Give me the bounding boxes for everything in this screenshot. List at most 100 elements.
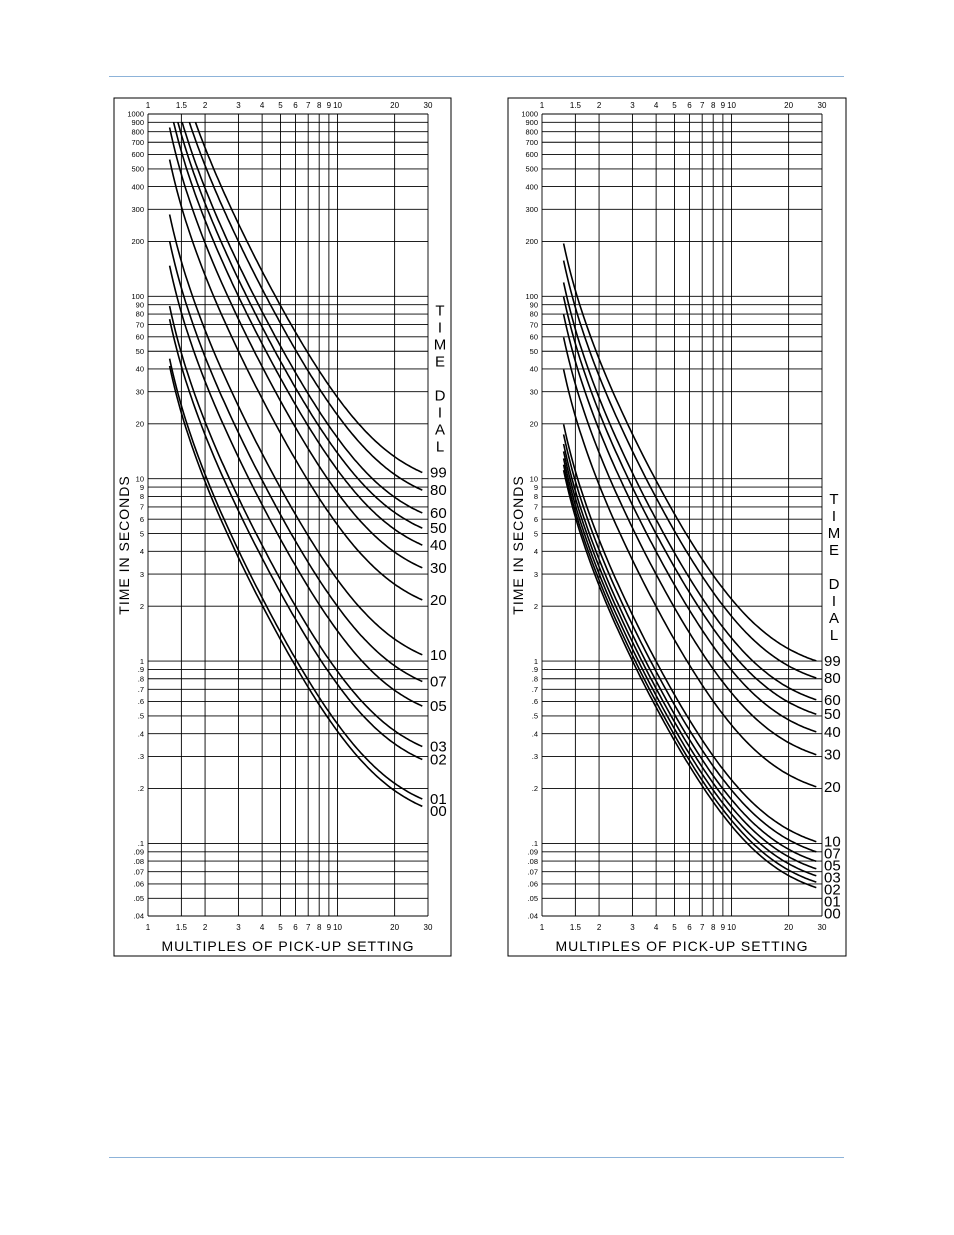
y-tick-label: 9: [534, 483, 538, 492]
y-axis-title: TIME IN SECONDS: [116, 475, 132, 614]
y-tick-label: 7: [534, 503, 538, 512]
y-tick-label: 2: [140, 602, 144, 611]
y-tick-label: 500: [525, 165, 538, 174]
series-label: 50: [824, 706, 841, 723]
series-label: 07: [824, 846, 841, 863]
footer-rule: [109, 1157, 844, 1158]
y-tick-label: 8: [534, 492, 538, 501]
y-tick-label: .5: [138, 712, 144, 721]
x-tick-label: 5: [278, 101, 283, 110]
y-tick-label: 200: [525, 237, 538, 246]
series-line-00: [168, 365, 423, 808]
x-tick-label: 20: [390, 101, 399, 110]
series-line-40: [172, 122, 423, 546]
y-tick-label: 20: [136, 420, 144, 429]
series-line-00: [562, 470, 817, 889]
y-tick-label: .3: [532, 752, 538, 761]
y-tick-label: .7: [532, 685, 538, 694]
x-tick-label: 4: [654, 101, 659, 110]
grid: [541, 113, 823, 917]
series-line-20: [168, 159, 423, 601]
series-label: 80: [824, 670, 841, 687]
y-tick-label: 500: [131, 165, 144, 174]
series-label: 30: [430, 560, 447, 577]
legend-title-letter: D: [435, 387, 446, 404]
x-tick-label: 1: [540, 923, 545, 932]
x-tick-label: 1.5: [570, 923, 582, 932]
y-tick-label: 50: [136, 347, 144, 356]
x-tick-label: 4: [260, 923, 265, 932]
x-tick-label: 8: [317, 101, 322, 110]
series-line-50: [177, 122, 423, 529]
legend-title-letter: I: [438, 404, 442, 421]
x-tick-label: 6: [293, 101, 298, 110]
x-tick-label: 9: [327, 923, 332, 932]
y-tick-label: .08: [134, 857, 144, 866]
x-tick-label: 5: [672, 101, 677, 110]
x-tick-label: 7: [306, 101, 311, 110]
y-tick-label: .8: [138, 674, 144, 683]
series-line-40: [562, 314, 817, 733]
y-tick-label: 90: [136, 300, 144, 309]
legend-title-letter: I: [832, 508, 836, 525]
y-tick-label: .9: [138, 665, 144, 674]
y-tick-label: 300: [525, 205, 538, 214]
y-tick-label: 600: [525, 150, 538, 159]
y-tick-label: 5: [534, 529, 538, 538]
series-label: 50: [430, 520, 447, 537]
series-line-01: [168, 358, 423, 800]
series-label: 10: [824, 834, 841, 851]
x-tick-label: 8: [711, 923, 716, 932]
series-label: 99: [824, 653, 841, 670]
x-tick-label: 6: [687, 923, 692, 932]
y-tick-label: 200: [131, 237, 144, 246]
y-tick-label: 8: [140, 492, 144, 501]
y-tick-label: 9: [140, 483, 144, 492]
series-label: 05: [824, 858, 841, 875]
x-tick-label: 4: [260, 101, 265, 110]
y-tick-label: .06: [528, 880, 538, 889]
x-tick-label: 7: [700, 101, 705, 110]
x-tick-label: 1.5: [176, 101, 188, 110]
y-tick-label: 7: [140, 503, 144, 512]
y-tick-label: 100: [525, 292, 538, 301]
legend-title-letter: D: [829, 576, 840, 593]
x-tick-label: 9: [721, 923, 726, 932]
x-axis-title: MULTIPLES OF PICK-UP SETTING: [555, 938, 808, 954]
x-tick-label: 30: [818, 101, 827, 110]
x-tick-label: 7: [306, 923, 311, 932]
series-line-99: [194, 122, 423, 474]
y-tick-label: .07: [134, 867, 144, 876]
y-tick-label: 80: [530, 310, 538, 319]
y-tick-label: 1: [534, 657, 538, 666]
x-tick-label: 3: [236, 101, 241, 110]
x-tick-label: 1: [146, 923, 151, 932]
series-label: 60: [824, 692, 841, 709]
chart-frame: [113, 97, 452, 957]
y-tick-label: 6: [534, 515, 538, 524]
series-line-50: [562, 296, 817, 715]
y-tick-label: 800: [131, 127, 144, 136]
x-tick-label: 30: [424, 923, 433, 932]
y-tick-label: 400: [131, 182, 144, 191]
y-tick-label: 40: [136, 365, 144, 374]
legend-title-letter: E: [435, 353, 445, 370]
x-tick-label: 9: [721, 101, 726, 110]
series-line-02: [168, 319, 423, 761]
series-label: 00: [430, 803, 447, 820]
y-tick-label: .1: [532, 839, 538, 848]
series-line-03: [562, 451, 817, 870]
series-line-10: [562, 424, 817, 843]
series-label: 40: [824, 724, 841, 741]
y-tick-label: 3: [140, 570, 144, 579]
y-tick-label: .04: [528, 912, 538, 921]
y-tick-label: 2: [534, 602, 538, 611]
series-line-30: [168, 127, 423, 569]
series-label: 01: [824, 894, 841, 911]
y-tick-label: .2: [532, 784, 538, 793]
y-tick-label: 50: [530, 347, 538, 356]
